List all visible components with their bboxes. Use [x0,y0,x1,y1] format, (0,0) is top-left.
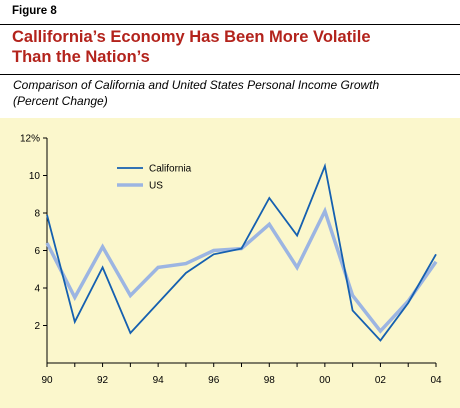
x-tick-label: 92 [97,375,109,386]
x-tick-label: 94 [153,375,165,386]
series-line-california [46,162,437,342]
header-rule-top [0,24,460,25]
chart-title: Callifornia’s Economy Has Been More Vola… [12,27,452,67]
y-tick-label: 10 [29,171,41,182]
y-tick-label: 12% [20,134,40,145]
x-tick-label: 00 [319,375,331,386]
y-tick-label: 2 [34,321,40,332]
plot-panel [0,118,460,408]
figure-label: Figure 8 [12,5,57,17]
series-line-us [45,206,438,334]
x-tick-label: 02 [375,375,387,386]
x-tick-label: 98 [264,375,276,386]
chart-subtitle: Comparison of California and United Stat… [13,77,453,109]
legend-label-california: California [149,164,192,175]
chart-title-line-1: Callifornia’s Economy Has Been More Vola… [12,28,371,46]
legend: California US [117,164,192,192]
y-tick-label: 6 [34,246,40,257]
chart-subtitle-line-2: (Percent Change) [13,94,108,108]
x-tick-label: 96 [208,375,220,386]
x-tick-label: 04 [430,375,442,386]
x-tick-label: 90 [41,375,53,386]
chart-subtitle-line-1: Comparison of California and United Stat… [13,78,380,92]
y-tick-label: 8 [34,209,40,220]
legend-label-us: US [149,181,163,192]
header-rule-bottom [0,74,460,75]
y-tick-label: 4 [34,284,40,295]
chart-title-line-2: Than the Nation’s [12,48,150,66]
